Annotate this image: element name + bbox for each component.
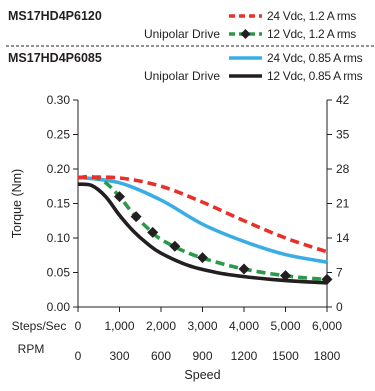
legend-drive-label: Unipolar Drive bbox=[144, 27, 220, 41]
x-tick-label: 2,000 bbox=[146, 319, 176, 333]
x-tick-label: 4,000 bbox=[229, 319, 259, 333]
data-point-marker bbox=[114, 191, 125, 203]
y2-tick-label: 21 bbox=[336, 197, 350, 211]
data-point-marker bbox=[169, 240, 181, 252]
legend-diamond-marker bbox=[240, 29, 251, 39]
series-line bbox=[77, 175, 328, 254]
legend-entry-label: 24 Vdc, 0.85 A rms bbox=[267, 51, 363, 65]
x-tick-label: 1800 bbox=[314, 349, 341, 363]
series-line bbox=[77, 182, 328, 285]
legend-entry-label: 24 Vdc, 1.2 A rms bbox=[267, 9, 356, 23]
y2-tick-label: 7 bbox=[336, 266, 343, 280]
legend-entry-label: 12 Vdc, 0.85 A rms bbox=[267, 69, 363, 83]
x-tick-label: 3,000 bbox=[187, 319, 217, 333]
y2-tick-label: 0 bbox=[336, 300, 343, 314]
data-point-marker bbox=[238, 263, 250, 275]
data-point-marker bbox=[280, 270, 291, 282]
x-tick-label: 1500 bbox=[272, 349, 299, 363]
y-tick-label: 0.25 bbox=[47, 128, 71, 142]
y-tick-label: 0.30 bbox=[47, 93, 71, 107]
y-tick-label: 0.20 bbox=[47, 162, 71, 176]
y2-tick-label: 42 bbox=[336, 93, 350, 107]
x-tick-label: 300 bbox=[109, 349, 129, 363]
y2-tick-label: 28 bbox=[336, 162, 350, 176]
data-point-marker bbox=[197, 252, 208, 264]
x-tick-label: 1200 bbox=[231, 349, 258, 363]
x-axis-title: Speed bbox=[184, 368, 220, 382]
series-line bbox=[77, 174, 328, 282]
x-row-label: Steps/Sec bbox=[12, 319, 67, 333]
x-row-label: RPM bbox=[18, 342, 45, 356]
data-point-marker bbox=[147, 226, 159, 238]
y-tick-label: 0.10 bbox=[47, 231, 71, 245]
legend-model-label: MS17HD4P6120 bbox=[8, 9, 102, 23]
data-point-marker bbox=[321, 273, 333, 285]
legend-model-label: MS17HD4P6085 bbox=[8, 51, 102, 65]
y-tick-label: 0.05 bbox=[47, 266, 71, 280]
y-axis-title: Torque (Nm) bbox=[10, 169, 24, 238]
x-tick-label: 0 bbox=[75, 319, 82, 333]
x-tick-label: 5,000 bbox=[270, 319, 300, 333]
series-line bbox=[77, 175, 328, 264]
legend-entry-label: 12 Vdc, 1.2 A rms bbox=[267, 27, 356, 41]
y-tick-label: 0.00 bbox=[47, 300, 71, 314]
x-tick-label: 600 bbox=[151, 349, 171, 363]
legend-drive-label: Unipolar Drive bbox=[144, 69, 220, 83]
x-tick-label: 1,000 bbox=[104, 319, 134, 333]
x-tick-label: 900 bbox=[192, 349, 212, 363]
y2-tick-label: 35 bbox=[336, 128, 350, 142]
x-tick-label: 0 bbox=[75, 349, 82, 363]
y-tick-label: 0.15 bbox=[47, 197, 71, 211]
y2-tick-label: 14 bbox=[336, 231, 350, 245]
x-tick-label: 6,000 bbox=[312, 319, 342, 333]
data-point-marker bbox=[130, 211, 142, 223]
